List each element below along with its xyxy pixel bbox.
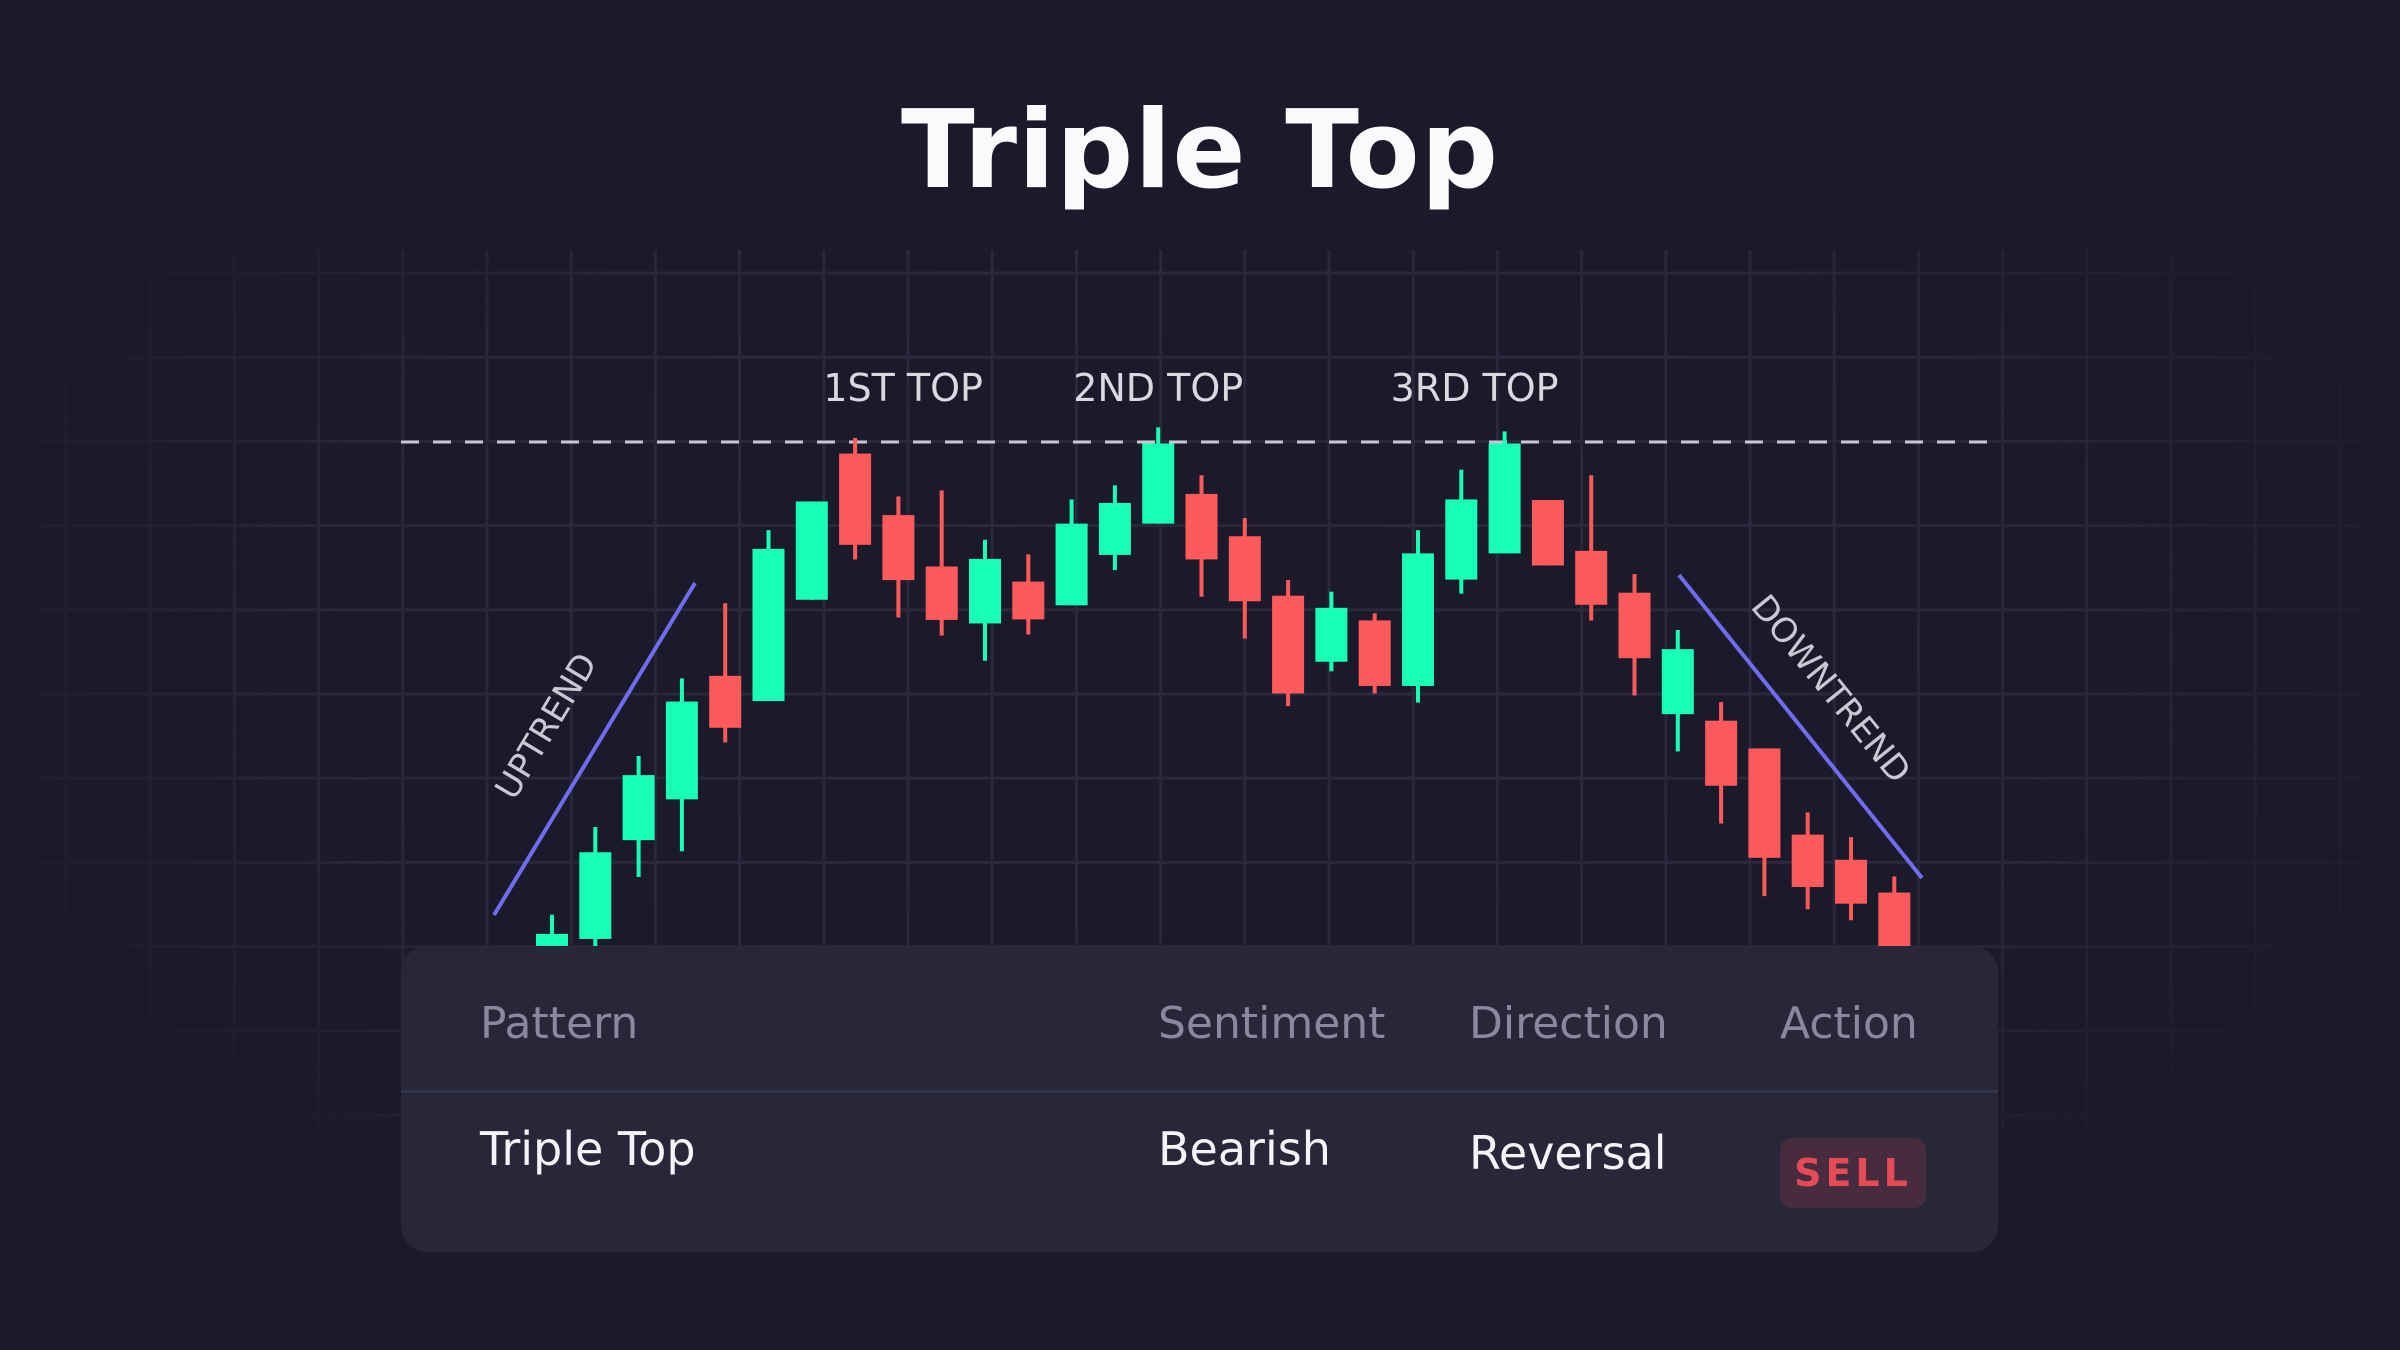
candle	[622, 755, 655, 877]
candle	[1142, 427, 1175, 524]
candle-body	[1748, 748, 1781, 858]
candle	[1185, 475, 1218, 597]
candle	[1445, 469, 1478, 594]
candle-body	[709, 675, 742, 728]
candle-body	[1098, 502, 1131, 555]
candle-body	[1185, 493, 1218, 560]
candle-body	[1402, 553, 1434, 686]
candle-body	[839, 453, 872, 545]
candle-body	[795, 501, 828, 600]
candle-body	[579, 852, 612, 939]
candle	[795, 501, 828, 600]
candle	[1098, 485, 1131, 571]
candle-body	[1791, 834, 1824, 888]
candle-body	[1531, 499, 1564, 566]
candle-body	[1618, 592, 1651, 659]
candle-body	[1835, 859, 1867, 904]
candle-body	[1445, 499, 1478, 580]
candle-wick	[550, 914, 554, 946]
candle	[925, 490, 958, 636]
candle	[1575, 475, 1608, 621]
candle-wick	[1589, 475, 1594, 621]
candle	[1488, 431, 1521, 554]
candle-body	[1661, 649, 1694, 715]
page-title: Triple Top	[900, 88, 1500, 213]
candle-wick	[723, 603, 728, 743]
candle-body	[752, 548, 785, 702]
candles	[536, 427, 1911, 946]
candle	[709, 603, 742, 743]
candle	[1748, 748, 1781, 897]
candle	[1055, 499, 1088, 606]
table-divider	[401, 1090, 1998, 1093]
candle	[1705, 702, 1738, 824]
third-top-label: 3RD TOP	[1391, 366, 1559, 410]
candle-wick	[939, 490, 944, 636]
pattern-table: Pattern Sentiment Direction Action Tripl…	[401, 946, 1998, 1252]
candle	[665, 678, 698, 852]
candle	[579, 827, 612, 946]
candle-body	[1012, 581, 1045, 620]
candle	[882, 496, 915, 618]
candle	[1835, 837, 1867, 921]
candle-body	[536, 933, 568, 946]
candle	[536, 914, 568, 946]
candle-body	[925, 566, 958, 620]
sell-badge: SELL	[1780, 1138, 1926, 1208]
candle-body	[1358, 620, 1391, 686]
candle	[1402, 530, 1434, 703]
downtrend-line	[1677, 573, 1924, 880]
candle-body	[1878, 892, 1911, 946]
candle-body	[665, 701, 698, 800]
candle	[1358, 613, 1391, 694]
candle-body	[969, 558, 1001, 624]
candle	[1272, 580, 1305, 707]
candle	[1661, 629, 1694, 752]
candle	[969, 539, 1001, 661]
candle	[1791, 812, 1824, 910]
candle-body	[1272, 595, 1305, 694]
candle	[1878, 876, 1911, 946]
header-action: Action	[1780, 998, 1918, 1049]
candle-body	[1575, 550, 1608, 605]
candle-body	[622, 775, 655, 841]
candle-body	[1055, 523, 1088, 606]
candle	[1618, 574, 1651, 696]
candle	[752, 530, 785, 702]
first-top-label: 1ST TOP	[823, 366, 983, 410]
cell-sentiment: Bearish	[1158, 1122, 1331, 1176]
candle-body	[1488, 443, 1521, 554]
cell-direction: Reversal	[1469, 1126, 1667, 1180]
candle	[839, 437, 872, 560]
cell-pattern: Triple Top	[480, 1122, 696, 1176]
header-sentiment: Sentiment	[1158, 998, 1386, 1049]
second-top-label: 2ND TOP	[1073, 366, 1243, 410]
candle	[1315, 591, 1348, 672]
uptrend-label: UPTREND	[487, 646, 605, 806]
candle	[1531, 499, 1564, 566]
candle-body	[882, 515, 915, 581]
candle-body	[1142, 443, 1175, 524]
candle-body	[1315, 607, 1348, 662]
header-direction: Direction	[1469, 998, 1668, 1049]
candle-body	[1705, 720, 1738, 786]
uptrend-line	[492, 581, 697, 917]
header-pattern: Pattern	[480, 998, 639, 1049]
candle	[1012, 554, 1045, 635]
candle	[1228, 518, 1261, 639]
candle-body	[1228, 536, 1261, 602]
